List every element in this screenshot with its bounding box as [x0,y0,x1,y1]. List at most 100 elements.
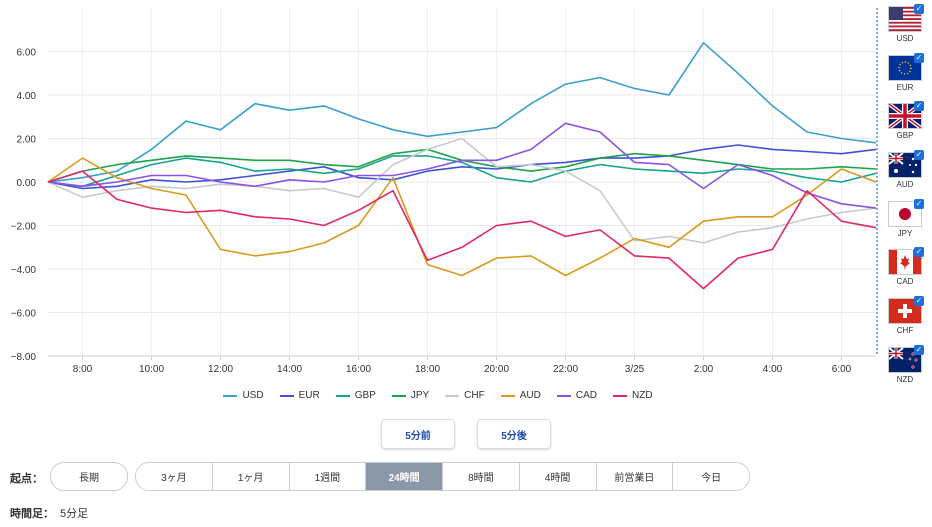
checkbox-checked-icon[interactable]: ✓ [914,198,924,209]
legend-label: JPY [410,390,430,401]
legend-swatch [556,394,571,397]
currency-code: EUR [896,82,914,92]
x-tick-label: 3/25 [625,364,645,375]
timeframe-label: 時間足： [10,508,54,520]
y-tick-label: −4.00 [11,265,37,276]
next-5min-button[interactable]: 5分後 [477,419,551,449]
flag-us-icon [888,6,922,32]
series-line-chf [47,137,877,244]
legend-swatch [612,394,627,397]
legend-item-gbp[interactable]: GBP [335,390,376,401]
start-option[interactable]: 24時間 [366,463,443,490]
currency-toggle-chf[interactable]: ✓ CHF [880,294,930,343]
legend-item-jpy[interactable]: JPY [391,390,430,401]
x-tick-label: 14:00 [277,364,302,375]
x-tick-label: 10:00 [139,364,164,375]
x-tick-label: 12:00 [208,364,233,375]
y-tick-label: 4.00 [17,91,37,102]
legend-item-usd[interactable]: USD [223,390,264,401]
x-tick-label: 8:00 [73,364,93,375]
currency-toggle-jpy[interactable]: ✓ JPY [880,197,930,246]
checkbox-checked-icon[interactable]: ✓ [914,247,924,258]
currency-toggle-gbp[interactable]: ✓ GBP [880,99,930,148]
currency-code: GBP [896,131,914,141]
currency-code: AUD [896,180,914,190]
currency-toggle-eur[interactable]: ✓ EUR [880,51,930,100]
checkbox-checked-icon[interactable]: ✓ [914,4,924,14]
flag-jp-icon [888,200,922,227]
y-tick-label: −2.00 [11,222,37,233]
x-axis: 8:00 10:00 12:00 14:00 16:00 18:00 20:00 22:00 3… [73,356,852,375]
legend-swatch [500,394,515,397]
fx-strength-chart: 6.00 4.00 2.00 0.00 −2.00 −4.00 −6.00 −8.00 8:0… [11,8,878,375]
currency-toggle-usd[interactable]: ✓ USD [880,2,930,51]
series-line-cad [47,122,877,209]
legend-label: USD [242,390,264,401]
start-range-selector: 3ヶ月 1ヶ月 1週間 24時間 8時間 4時間 前営業日 今日 [135,462,750,491]
currency-selector: ✓ USD ✓ EUR ✓ GBP ✓ AUD ✓ JPY ✓ CAD ✓ CHF ✓ NZD [880,2,930,392]
currency-code: USD [896,34,914,43]
legend-item-aud[interactable]: AUD [500,390,541,401]
start-option[interactable]: 1ヶ月 [212,463,290,490]
prev-5min-button[interactable]: 5分前 [381,419,455,449]
legend-label: GBP [354,390,376,401]
start-option[interactable]: 4時間 [519,463,597,490]
currency-toggle-aud[interactable]: ✓ AUD [880,148,930,197]
legend-item-chf[interactable]: CHF [445,390,485,401]
chart-legend: USD EUR GBP JPY CHF AUD CAD NZD [0,390,876,401]
start-option[interactable]: 3ヶ月 [136,463,213,490]
y-tick-label: 2.00 [17,135,37,146]
x-tick-label: 6:00 [832,364,852,375]
series-line-aud [47,157,877,277]
x-tick-label: 4:00 [763,364,783,375]
legend-item-nzd[interactable]: NZD [612,390,653,401]
legend-item-eur[interactable]: EUR [279,390,320,401]
start-label: 起点： [10,473,43,485]
currency-code: JPY [897,228,913,238]
checkbox-checked-icon[interactable]: ✓ [914,101,924,112]
checkbox-checked-icon[interactable]: ✓ [914,344,924,355]
checkbox-checked-icon[interactable]: ✓ [914,296,924,307]
flag-nz-icon [888,346,922,373]
series-line-eur [47,144,877,190]
timeframe-value: 5分足 [60,508,89,520]
checkbox-checked-icon[interactable]: ✓ [914,150,924,161]
y-tick-label: −6.00 [11,309,37,320]
legend-swatch [335,394,350,397]
checkbox-checked-icon[interactable]: ✓ [914,52,924,63]
legend-item-cad[interactable]: CAD [556,390,597,401]
y-tick-label: −8.00 [11,352,37,363]
currency-toggle-nzd[interactable]: ✓ NZD [880,343,930,392]
x-tick-label: 18:00 [415,364,440,375]
long-term-button[interactable]: 長期 [50,462,128,491]
y-tick-label: 6.00 [17,48,37,59]
legend-swatch [223,394,238,397]
x-tick-label: 22:00 [553,364,578,375]
legend-swatch [279,394,294,397]
legend-swatch [391,394,406,397]
legend-label: CAD [575,390,597,401]
x-tick-label: 2:00 [694,364,714,375]
start-option[interactable]: 前営業日 [596,463,674,490]
currency-code: NZD [896,374,914,384]
flag-ch-icon [888,298,922,325]
legend-label: AUD [519,390,541,401]
y-axis: 6.00 4.00 2.00 0.00 −2.00 −4.00 −6.00 −8.00 [11,48,37,364]
start-option[interactable]: 今日 [673,463,749,490]
y-tick-label: 0.00 [17,178,37,189]
series-line-gbp [47,155,877,188]
legend-swatch [445,394,460,397]
currency-code: CAD [896,277,914,287]
x-tick-label: 16:00 [346,364,371,375]
chart-grid [48,8,876,357]
currency-toggle-cad[interactable]: ✓ CAD [880,245,930,294]
series-line-jpy [47,148,877,183]
legend-label: CHF [464,390,485,401]
series-line-nzd [47,170,877,290]
start-option[interactable]: 1週間 [289,463,367,490]
series-lines [47,42,877,290]
currency-code: CHF [896,326,914,336]
series-line-usd [47,42,877,183]
start-option[interactable]: 8時間 [443,463,520,490]
legend-label: EUR [298,390,320,401]
